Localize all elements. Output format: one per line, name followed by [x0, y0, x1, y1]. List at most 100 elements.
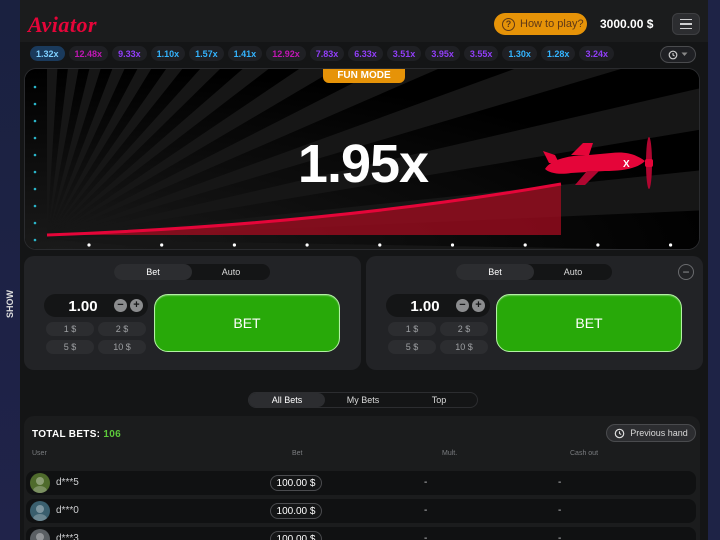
history-dropdown-button[interactable] [660, 46, 696, 63]
tab-auto[interactable]: Auto [221, 267, 241, 277]
col-mult: Mult. [442, 450, 458, 457]
bet-amount: 100.00 $ [270, 503, 322, 519]
increase-stake-button[interactable]: + [130, 299, 143, 312]
hamburger-icon-line [680, 23, 692, 25]
how-to-play-button[interactable]: ? How to play? [494, 13, 587, 35]
table-row: d***0 100.00 $ - - [26, 499, 696, 523]
left-frame [0, 0, 20, 540]
decrease-stake-button[interactable]: − [114, 299, 127, 312]
avatar [30, 501, 50, 521]
bet-cashout: - [558, 505, 562, 516]
bet-panel-2: Bet Auto 1.00 − + 1 $ 2 $ 5 $ 10 $ BET [366, 256, 703, 370]
history-icon [614, 428, 625, 438]
bets-list: TOTAL BETS: 106 Previous hand User Bet M… [24, 416, 700, 540]
bets-tabs: All Bets My Bets Top [248, 392, 478, 408]
quick-bet-5[interactable]: 5 $ [46, 340, 94, 354]
bet-button[interactable]: BET [496, 294, 682, 352]
aviator-app: Aviator ? How to play? 3000.00 $ 1.32x 12… [20, 8, 708, 540]
bet-multiplier: - [424, 477, 428, 488]
menu-button[interactable] [672, 13, 700, 35]
plane-icon: X [543, 137, 653, 189]
bet-button[interactable]: BET [154, 294, 340, 352]
how-to-play-label: How to play? [520, 18, 584, 30]
multiplier-chip: 3.95x [425, 46, 460, 61]
bet-multiplier: - [424, 533, 428, 540]
quick-bet-1[interactable]: 1 $ [46, 322, 94, 336]
x-axis-dots [87, 243, 673, 247]
aviator-logo: Aviator [28, 12, 98, 37]
multiplier-chip: 3.55x [463, 46, 499, 61]
tab-all-bets[interactable]: All Bets [249, 393, 325, 407]
tab-top[interactable]: Top [431, 395, 447, 405]
question-icon: ? [502, 17, 515, 31]
multiplier-chip: 1.57x [189, 46, 224, 61]
increase-stake-button[interactable]: + [472, 299, 485, 312]
table-row: d***3 100.00 $ - - [26, 527, 696, 540]
stake-input-group: 1.00 − + [44, 294, 148, 317]
decrease-stake-button[interactable]: − [456, 299, 469, 312]
flight-curve [46, 182, 562, 237]
bets-column-headers: User Bet Mult. Cash out [24, 450, 700, 460]
multiplier-chip: 6.33x [348, 46, 383, 61]
stake-input[interactable]: 1.00 [68, 298, 98, 315]
remove-panel-button[interactable]: − [678, 264, 694, 280]
col-bet: Bet [292, 450, 303, 457]
table-row: d***5 100.00 $ - - [26, 471, 696, 495]
flight-area [47, 184, 561, 235]
game-canvas: X FUN MODE 1.95x [24, 68, 700, 250]
avatar [30, 529, 50, 540]
multiplier-chip: 1.32x [30, 46, 65, 61]
svg-text:X: X [623, 159, 630, 170]
tab-auto[interactable]: Auto [563, 267, 583, 277]
multiplier-history: 1.32x 12.48x 9.33x 1.10x 1.57x 1.41x 12.92x 7.8… [30, 46, 648, 62]
stake-input[interactable]: 1.00 [410, 298, 440, 315]
stake-input-group: 1.00 − + [386, 294, 490, 317]
bet-multiplier: - [424, 505, 428, 516]
show-side-tab[interactable]: SHOW [0, 276, 20, 332]
bet-amount: 100.00 $ [270, 475, 322, 491]
previous-hand-label: Previous hand [630, 428, 688, 438]
user-name: d***0 [56, 505, 79, 516]
quick-bet-2[interactable]: 2 $ [440, 322, 488, 336]
show-side-tab-label: SHOW [5, 290, 15, 318]
hamburger-icon-line [680, 18, 692, 21]
game-graphic: X [25, 69, 699, 249]
user-name: d***3 [56, 533, 79, 540]
tab-bet[interactable]: Bet [456, 264, 534, 280]
multiplier-chip: 1.28x [540, 46, 576, 61]
fun-mode-badge: FUN MODE [323, 69, 405, 83]
quick-bet-10[interactable]: 10 $ [440, 340, 488, 354]
tab-bet[interactable]: Bet [114, 264, 192, 280]
multiplier-chip: 3.24x [579, 46, 614, 61]
col-user: User [32, 450, 47, 457]
bet-panel-2-tabs: Bet Auto [456, 264, 612, 280]
bet-cashout: - [558, 533, 562, 540]
multiplier-chip: 3.51x [386, 46, 422, 61]
previous-hand-button[interactable]: Previous hand [606, 424, 696, 442]
quick-bet-5[interactable]: 5 $ [388, 340, 436, 354]
quick-bet-1[interactable]: 1 $ [388, 322, 436, 336]
quick-bet-2[interactable]: 2 $ [98, 322, 146, 336]
bet-amount: 100.00 $ [270, 531, 322, 540]
quick-bet-10[interactable]: 10 $ [98, 340, 146, 354]
multiplier-chip: 12.92x [266, 46, 306, 61]
avatar [30, 473, 50, 493]
total-bets-count: 106 [103, 429, 121, 440]
header: Aviator ? How to play? 3000.00 $ [20, 8, 708, 42]
total-bets: TOTAL BETS: 106 [32, 429, 121, 440]
y-axis-dots [33, 85, 37, 242]
multiplier-chip: 1.10x [150, 46, 186, 61]
multiplier-chip: 12.48x [68, 46, 109, 61]
bet-cashout: - [558, 477, 562, 488]
history-icon [668, 50, 678, 59]
multiplier-chip: 9.33x [112, 46, 147, 61]
current-multiplier: 1.95x [297, 134, 429, 194]
bet-panel-1-tabs: Bet Auto [114, 264, 270, 280]
balance: 3000.00 $ [600, 17, 654, 31]
bet-panel-1: Bet Auto 1.00 − + 1 $ 2 $ 5 $ 10 $ BET [24, 256, 361, 370]
total-bets-label: TOTAL BETS: [32, 429, 101, 440]
multiplier-chip: 1.30x [502, 46, 537, 61]
tab-my-bets[interactable]: My Bets [346, 395, 380, 405]
chevron-down-icon [681, 52, 688, 56]
multiplier-chip: 7.83x [309, 46, 345, 61]
